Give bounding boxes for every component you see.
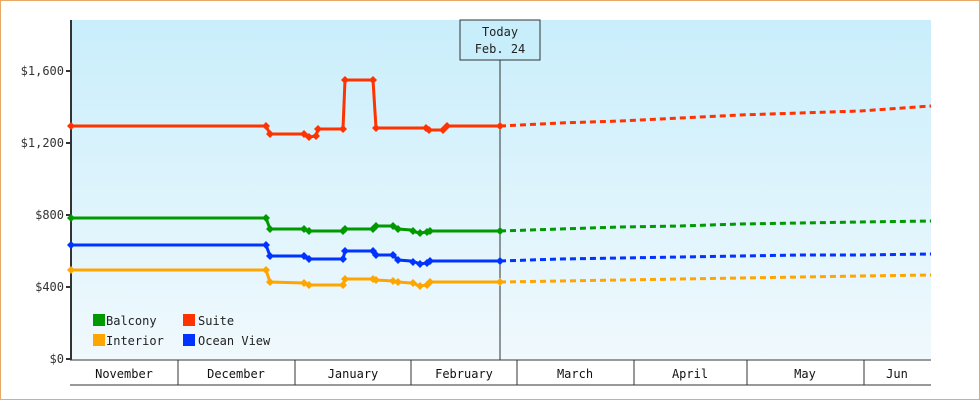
month-label-november: November bbox=[95, 367, 153, 381]
plot-area bbox=[71, 20, 931, 359]
month-label-jun: Jun bbox=[886, 367, 908, 381]
today-label: Today bbox=[482, 25, 518, 39]
ocean-view-markers bbox=[67, 241, 504, 268]
month-label-january: January bbox=[328, 367, 379, 381]
legend-swatch-interior bbox=[93, 334, 105, 346]
interior-markers bbox=[67, 266, 504, 290]
series-balcony bbox=[67, 214, 932, 237]
legend-swatch-balcony bbox=[93, 314, 105, 326]
series-suite bbox=[67, 76, 932, 141]
legend-label-interior: Interior bbox=[106, 334, 164, 348]
y-tick-label: $1,600 bbox=[21, 64, 64, 78]
month-label-may: May bbox=[794, 367, 816, 381]
legend-label-ocean-view: Ocean View bbox=[198, 334, 271, 348]
today-annotation-box bbox=[459, 19, 541, 61]
legend-label-balcony: Balcony bbox=[106, 314, 157, 328]
legend-swatch-ocean-view bbox=[183, 334, 195, 346]
legend: Balcony Suite Interior Ocean View bbox=[93, 314, 271, 348]
y-tick-label: $800 bbox=[35, 208, 64, 222]
today-date: Feb. 24 bbox=[475, 42, 526, 56]
month-label-february: February bbox=[435, 367, 493, 381]
y-ticks bbox=[66, 70, 71, 360]
balcony-markers bbox=[67, 214, 504, 237]
suite-markers bbox=[67, 76, 504, 141]
series-ocean-view bbox=[67, 241, 932, 268]
month-label-december: December bbox=[207, 367, 265, 381]
series-interior bbox=[67, 266, 932, 290]
y-tick-label: $400 bbox=[35, 280, 64, 294]
month-label-april: April bbox=[672, 367, 708, 381]
y-tick-label: $1,200 bbox=[21, 136, 64, 150]
legend-label-suite: Suite bbox=[198, 314, 234, 328]
legend-swatch-suite bbox=[183, 314, 195, 326]
y-tick-label: $0 bbox=[50, 352, 64, 366]
month-label-march: March bbox=[557, 367, 593, 381]
